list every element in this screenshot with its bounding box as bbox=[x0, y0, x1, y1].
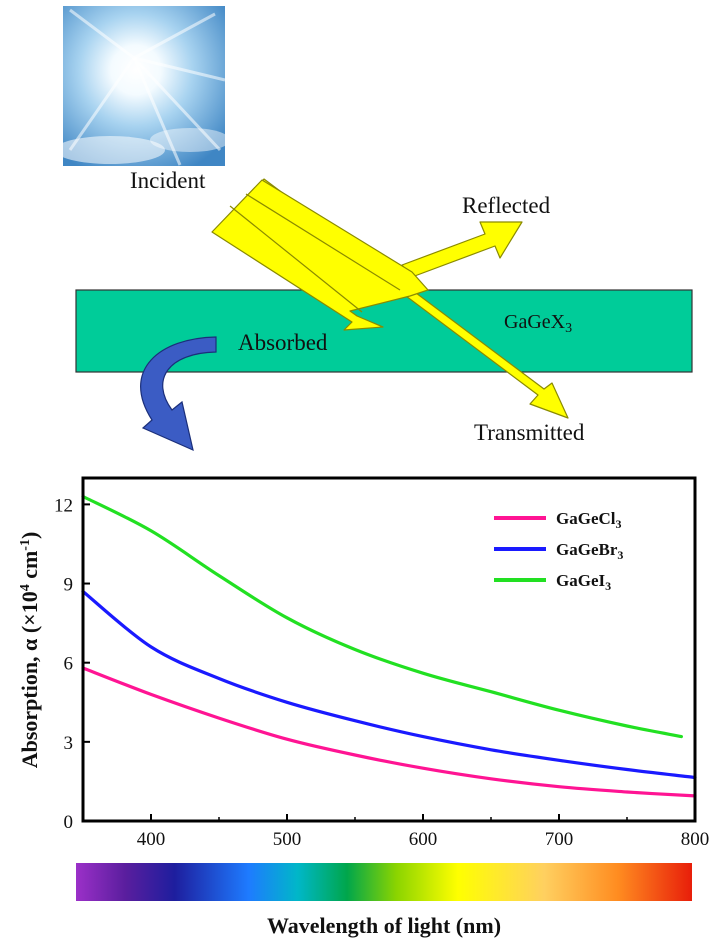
y-tick-label: 9 bbox=[64, 575, 74, 596]
x-tick-label: 500 bbox=[273, 829, 302, 850]
series-line-gagecl3 bbox=[81, 666, 697, 798]
y-axis-title: Absorption, α (×104 cm-1) bbox=[17, 532, 42, 769]
legend: GaGeCl3 GaGeBr3 GaGeI3 bbox=[494, 509, 623, 593]
curved-arrow-icon bbox=[140, 336, 217, 452]
tick-layer: 400 500 600 700 800 0 3 6 9 12 bbox=[54, 495, 709, 850]
incident-label: Incident bbox=[130, 168, 206, 193]
x-tick-label: 800 bbox=[681, 829, 710, 850]
reflected-label: Reflected bbox=[462, 193, 551, 218]
light-beams bbox=[211, 178, 569, 419]
x-tick-label: 700 bbox=[545, 829, 574, 850]
legend-label: GaGeBr3 bbox=[556, 540, 623, 562]
series-line-gagebr3 bbox=[81, 589, 697, 780]
material-label: GaGeX3 bbox=[504, 311, 572, 336]
sun-image bbox=[55, 6, 230, 166]
x-tick-label: 400 bbox=[137, 829, 166, 850]
series-layer bbox=[81, 494, 697, 798]
y-tick-label: 12 bbox=[54, 495, 73, 516]
transmitted-label: Transmitted bbox=[474, 420, 585, 445]
y-tick-label: 0 bbox=[64, 812, 74, 833]
incident-beam-arrow bbox=[211, 179, 429, 331]
visible-spectrum-bar bbox=[76, 863, 692, 901]
absorbed-label: Absorbed bbox=[238, 330, 328, 355]
x-tick-label: 600 bbox=[409, 829, 438, 850]
y-tick-label: 3 bbox=[64, 733, 74, 754]
x-axis-title: Wavelength of light (nm) bbox=[267, 913, 501, 938]
series-line-gagei3 bbox=[81, 494, 683, 739]
legend-label: GaGeI3 bbox=[556, 571, 611, 593]
reflected-beam-arrow bbox=[401, 221, 523, 278]
plot-frame bbox=[81, 476, 697, 823]
legend-label: GaGeCl3 bbox=[556, 509, 622, 531]
y-tick-label: 6 bbox=[64, 654, 74, 675]
